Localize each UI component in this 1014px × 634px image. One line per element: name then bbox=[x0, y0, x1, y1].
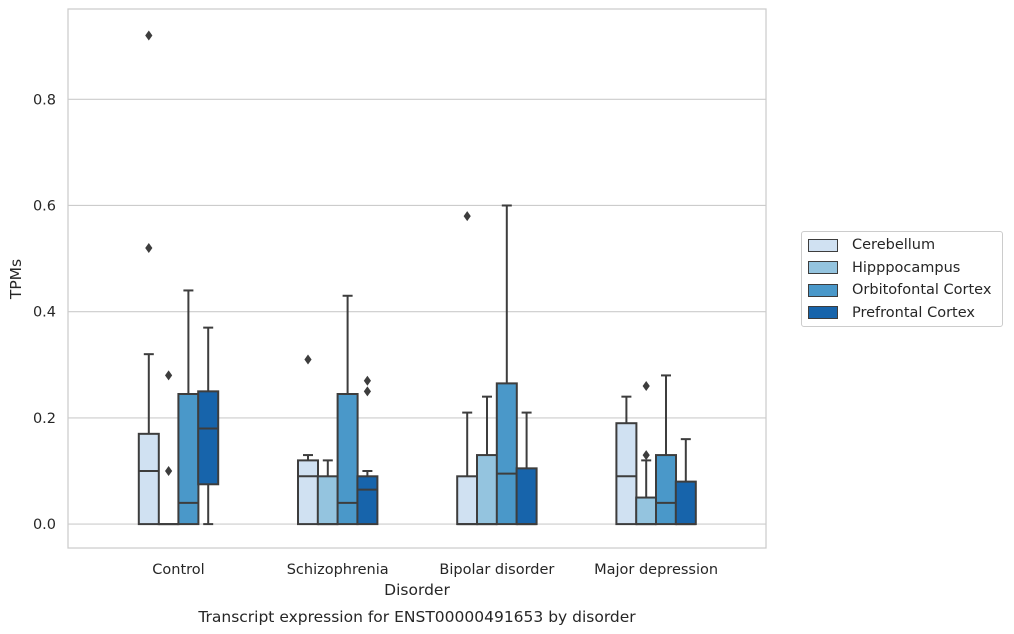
box-body bbox=[515, 467, 538, 526]
legend-label: Hipppocampus bbox=[852, 259, 961, 276]
legend-item: Cerebellum bbox=[808, 235, 935, 255]
legend-item: Orbitofontal Cortex bbox=[808, 280, 991, 300]
box-hipppocampus bbox=[635, 381, 658, 526]
box-body bbox=[316, 475, 339, 526]
legend: Cerebellum Hipppocampus Orbitofontal Corte… bbox=[801, 231, 1003, 327]
outlier-point bbox=[642, 450, 650, 461]
box-hipppocampus bbox=[157, 370, 180, 526]
box-body bbox=[495, 382, 518, 526]
outlier-point bbox=[304, 354, 312, 365]
outlier-point bbox=[363, 386, 371, 397]
box-prefrontal-cortex bbox=[197, 326, 220, 526]
box-cerebellum bbox=[615, 395, 638, 526]
x-axis-label: Disorder bbox=[384, 581, 450, 599]
box-cerebellum bbox=[456, 211, 479, 526]
box-body bbox=[674, 480, 697, 526]
box-body bbox=[297, 459, 319, 526]
legend-item: Hipppocampus bbox=[808, 258, 960, 278]
y-tick-label: 0.4 bbox=[33, 305, 56, 321]
outlier-point bbox=[145, 30, 153, 41]
box-body bbox=[655, 454, 677, 526]
box-orbitofontal-cortex bbox=[655, 374, 677, 526]
x-tick-label: Control bbox=[152, 562, 204, 578]
legend-swatch bbox=[808, 306, 838, 319]
outlier-point bbox=[463, 211, 471, 222]
box-prefrontal-cortex bbox=[515, 411, 538, 526]
box-body bbox=[177, 393, 200, 526]
box-orbitofontal-cortex bbox=[177, 289, 200, 526]
outlier-point bbox=[165, 466, 173, 476]
box-body bbox=[456, 475, 479, 526]
legend-label: Prefrontal Cortex bbox=[852, 304, 975, 321]
box-body bbox=[356, 475, 379, 526]
box-groups bbox=[137, 30, 697, 526]
legend-label: Cerebellum bbox=[852, 237, 936, 253]
box-hipppocampus bbox=[476, 395, 498, 526]
outlier-point bbox=[642, 381, 650, 392]
x-tick-label: Bipolar disorder bbox=[439, 562, 554, 578]
box-prefrontal-cortex bbox=[674, 438, 697, 526]
box-cerebellum bbox=[137, 30, 160, 526]
box-body bbox=[336, 393, 359, 526]
y-tick-label: 0.8 bbox=[33, 92, 56, 108]
box-orbitofontal-cortex bbox=[336, 294, 359, 526]
y-axis-label: TPMs bbox=[7, 259, 25, 300]
legend-swatch bbox=[808, 283, 838, 297]
y-tick-labels: 0.0 0.2 0.4 0.6 0.8 bbox=[33, 92, 56, 533]
box-hipppocampus bbox=[316, 459, 339, 526]
box-prefrontal-cortex bbox=[356, 375, 379, 526]
y-tick-label: 0.0 bbox=[33, 517, 56, 533]
box-body bbox=[615, 422, 638, 526]
y-tick-label: 0.6 bbox=[33, 198, 56, 214]
outlier-point bbox=[145, 242, 153, 253]
x-tick-label: Schizophrenia bbox=[287, 562, 389, 578]
chart-title: Transcript expression for ENST0000049165… bbox=[197, 608, 636, 626]
legend-item: Prefrontal Cortex bbox=[808, 303, 975, 323]
box-body bbox=[197, 390, 220, 486]
outlier-point bbox=[165, 370, 173, 381]
box-orbitofontal-cortex bbox=[495, 204, 518, 526]
legend-swatch bbox=[808, 261, 838, 274]
box-body bbox=[137, 432, 160, 526]
legend-swatch bbox=[808, 238, 838, 252]
legend-label: Orbitofontal Cortex bbox=[852, 282, 992, 298]
outlier-point bbox=[363, 375, 371, 386]
box-body bbox=[476, 454, 498, 526]
x-tick-label: Major depression bbox=[594, 562, 718, 578]
x-tick-labels: Control Schizophrenia Bipolar disorder Majo… bbox=[152, 562, 718, 578]
y-tick-label: 0.2 bbox=[33, 411, 56, 427]
box-body bbox=[635, 496, 658, 526]
